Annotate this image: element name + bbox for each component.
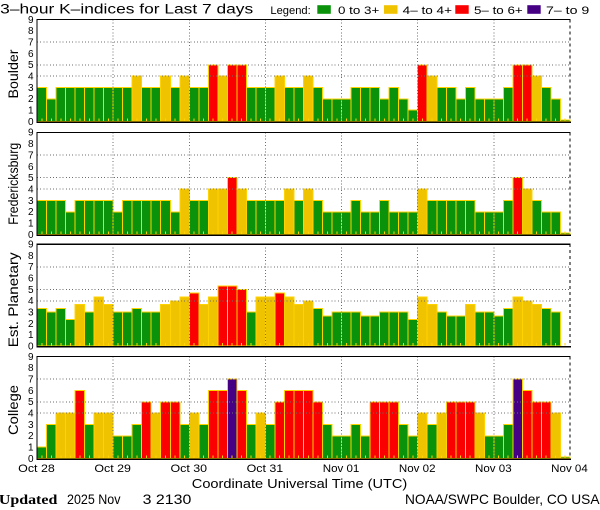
svg-text:Updated: Updated	[0, 492, 58, 507]
svg-text:Est. Planetary: Est. Planetary	[6, 252, 21, 347]
svg-text:2: 2	[28, 207, 34, 218]
svg-text:3: 3	[28, 308, 34, 319]
svg-text:5: 5	[28, 397, 34, 408]
svg-text:3–hour K–indices for Last 7 da: 3–hour K–indices for Last 7 days	[0, 1, 253, 16]
svg-text:Oct 29: Oct 29	[94, 463, 131, 475]
svg-text:5– to 6+: 5– to 6+	[474, 5, 523, 17]
svg-text:College: College	[6, 385, 21, 435]
svg-text:Boulder: Boulder	[6, 49, 21, 99]
svg-text:Oct 31: Oct 31	[247, 463, 284, 475]
svg-text:1: 1	[28, 105, 34, 116]
svg-text:9: 9	[28, 240, 34, 251]
svg-text:1: 1	[28, 330, 34, 341]
svg-text:Oct 30: Oct 30	[170, 463, 207, 475]
svg-text:Legend:: Legend:	[270, 5, 310, 17]
svg-text:Fredericksburg: Fredericksburg	[6, 143, 21, 225]
svg-text:7: 7	[28, 262, 34, 273]
svg-text:9: 9	[28, 15, 34, 26]
svg-text:1: 1	[28, 219, 34, 230]
svg-text:0: 0	[28, 230, 34, 241]
svg-text:9: 9	[28, 128, 34, 139]
svg-text:4: 4	[28, 409, 34, 420]
svg-text:Oct 28: Oct 28	[18, 463, 55, 475]
svg-text:7: 7	[28, 150, 34, 161]
svg-text:3: 3	[28, 83, 34, 94]
svg-text:0: 0	[28, 342, 34, 353]
svg-text:0: 0	[28, 454, 34, 465]
svg-text:3: 3	[28, 196, 34, 207]
svg-text:2025 Nov: 2025 Nov	[67, 492, 121, 507]
svg-text:6: 6	[28, 49, 34, 60]
svg-text:8: 8	[28, 139, 34, 150]
svg-text:3 2130: 3 2130	[143, 492, 192, 507]
svg-text:2: 2	[28, 431, 34, 442]
svg-text:4– to 4+: 4– to 4+	[403, 5, 452, 17]
svg-text:Nov 03: Nov 03	[475, 463, 512, 475]
svg-text:8: 8	[28, 363, 34, 374]
svg-text:8: 8	[28, 251, 34, 262]
svg-text:0 to 3+: 0 to 3+	[338, 5, 379, 17]
svg-text:6: 6	[28, 386, 34, 397]
svg-text:8: 8	[28, 26, 34, 37]
svg-text:4: 4	[28, 184, 34, 195]
svg-text:7: 7	[28, 375, 34, 386]
svg-text:4: 4	[28, 296, 34, 307]
svg-text:5: 5	[28, 60, 34, 71]
svg-text:2: 2	[28, 94, 34, 105]
svg-text:Nov 01: Nov 01	[323, 463, 360, 475]
svg-text:3: 3	[28, 420, 34, 431]
svg-text:NOAA/SWPC Boulder, CO USA: NOAA/SWPC Boulder, CO USA	[405, 491, 600, 507]
svg-text:2: 2	[28, 319, 34, 330]
svg-text:6: 6	[28, 274, 34, 285]
svg-text:5: 5	[28, 173, 34, 184]
svg-text:Nov 04: Nov 04	[551, 463, 588, 475]
svg-text:7: 7	[28, 38, 34, 49]
svg-text:6: 6	[28, 162, 34, 173]
svg-text:0: 0	[28, 117, 34, 128]
svg-text:1: 1	[28, 442, 34, 453]
svg-text:Nov 02: Nov 02	[399, 463, 436, 475]
svg-text:7– to 9: 7– to 9	[546, 5, 589, 17]
svg-text:Coordinate Universal Time (UTC: Coordinate Universal Time (UTC)	[192, 476, 407, 491]
svg-text:5: 5	[28, 285, 34, 296]
svg-text:4: 4	[28, 72, 34, 83]
svg-text:9: 9	[28, 352, 34, 363]
